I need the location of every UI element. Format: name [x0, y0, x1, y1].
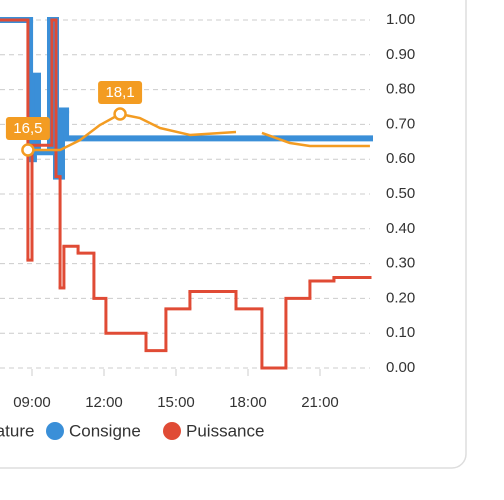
- x-tick-label: 21:00: [301, 394, 339, 411]
- legend-label: Puissance: [186, 421, 264, 440]
- legend-marker: [163, 422, 181, 440]
- annotation-box: [98, 81, 143, 105]
- legend-label: Consigne: [69, 421, 141, 440]
- y-tick-label: 1.00: [386, 11, 415, 28]
- legend-label: Température: [0, 421, 34, 440]
- y-tick-label: 0.90: [386, 46, 415, 63]
- annotation-box: [5, 117, 50, 141]
- y-tick-label: 0.80: [386, 81, 415, 98]
- x-tick-label: 15:00: [157, 394, 195, 411]
- y-tick-label: 0.70: [386, 115, 415, 132]
- x-tick-label: 09:00: [13, 394, 51, 411]
- annotation-point: [21, 143, 35, 157]
- y-tick-label: 0.20: [386, 289, 415, 306]
- legend-marker: [46, 422, 64, 440]
- annotation-label: 18,1: [105, 84, 134, 101]
- y-tick-label: 0.50: [386, 185, 415, 202]
- y-tick-label: 0.00: [386, 359, 415, 376]
- annotation-label: 16,5: [13, 120, 42, 137]
- y-tick-label: 0.10: [386, 324, 415, 341]
- y-tick-label: 0.30: [386, 255, 415, 272]
- x-tick-label: 12:00: [85, 394, 123, 411]
- annotation-point: [113, 107, 127, 121]
- y-tick-label: 0.60: [386, 150, 415, 167]
- y-tick-label: 0.40: [386, 220, 415, 237]
- x-tick-label: 18:00: [229, 394, 267, 411]
